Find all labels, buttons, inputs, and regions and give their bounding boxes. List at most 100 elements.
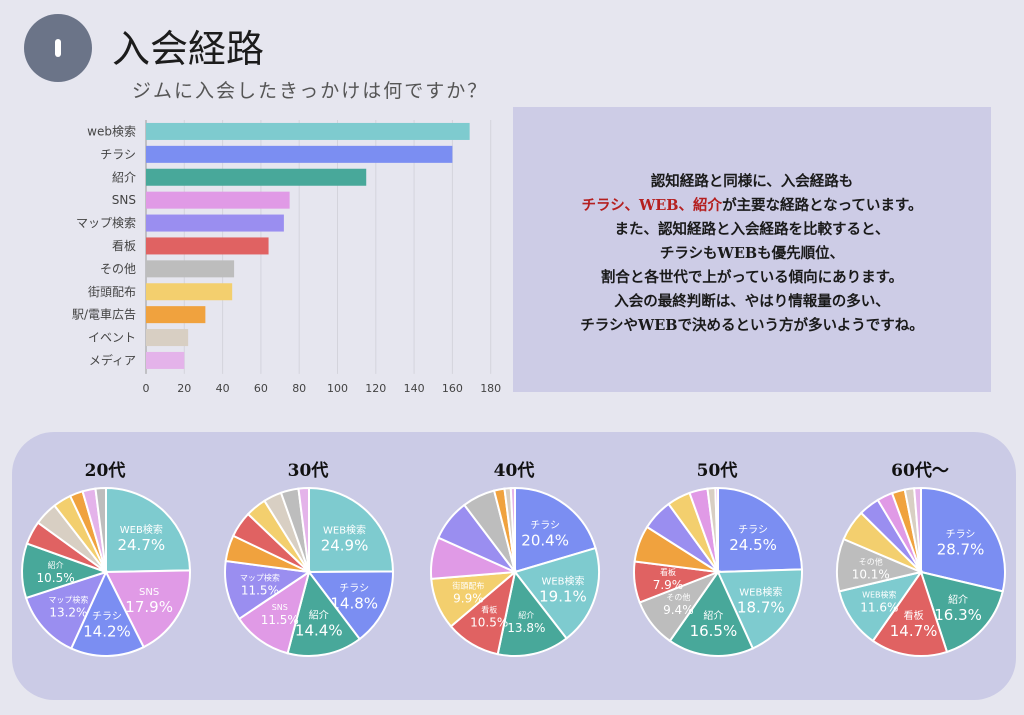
category-label: 街頭配布 <box>88 285 136 299</box>
x-tick-label: 40 <box>216 382 230 395</box>
pie-title-20s: 20代 <box>84 461 126 481</box>
bar <box>146 306 206 324</box>
pie-slice <box>514 486 597 574</box>
pie-slice <box>286 569 362 657</box>
slice-value: 7.9% <box>653 578 684 592</box>
slice-value: 11.5% <box>241 583 279 597</box>
slice-label: SNS <box>272 603 288 612</box>
bar <box>146 260 235 278</box>
note-line-1: 認知経路と同様に、入会経路も <box>650 172 854 190</box>
note-line-4: チラシもWEBも優先順位、 <box>659 244 845 262</box>
slice-label: WEB検索 <box>541 574 584 587</box>
slice-value: 14.7% <box>890 622 938 640</box>
slice-value: 13.8% <box>507 621 545 635</box>
pie-slice <box>913 486 922 573</box>
slice-value: 18.7% <box>737 599 785 617</box>
slice-value: 9.4% <box>663 603 694 617</box>
category-label: チラシ <box>100 147 136 161</box>
category-label: イベント <box>88 331 136 345</box>
slice-label: 紹介 <box>703 609 723 622</box>
x-tick-label: 180 <box>480 382 501 395</box>
pie-title-40s: 40代 <box>493 461 535 481</box>
slice-value: 24.7% <box>117 536 165 554</box>
note-line-7: チラシやWEBで決めるという方が多いようですね。 <box>580 316 924 334</box>
pie-title-30s: 30代 <box>287 461 329 481</box>
category-label: SNS <box>112 193 136 207</box>
bar <box>146 214 284 232</box>
x-tick-label: 80 <box>292 382 306 395</box>
slice-label: チラシ <box>530 520 560 532</box>
pie-slice <box>871 569 949 657</box>
pie-slice <box>513 546 600 640</box>
pie-chart-30s: WEB検索24.9%チラシ14.8%紹介14.4%SNS11.5%マップ検索11… <box>224 486 395 657</box>
x-tick-label: 0 <box>143 382 150 395</box>
page-title: 入会経路 <box>112 27 265 71</box>
x-tick-label: 20 <box>177 382 191 395</box>
x-tick-label: 140 <box>404 382 425 395</box>
slice-label: WEB検索 <box>323 523 366 536</box>
x-tick-label: 100 <box>327 382 348 395</box>
slice-label: チラシ <box>339 582 369 594</box>
slice-value: 17.9% <box>125 598 173 616</box>
slice-value: 9.9% <box>453 591 484 605</box>
pie-slice <box>838 570 924 643</box>
x-tick-label: 60 <box>254 382 268 395</box>
bar <box>146 351 185 369</box>
slice-label: 紹介 <box>948 593 968 606</box>
slice-label: 紹介 <box>309 608 329 621</box>
pie-slice <box>24 570 108 650</box>
slice-value: 14.2% <box>83 622 131 640</box>
pie-slice <box>308 486 395 574</box>
slice-value: 11.5% <box>261 613 299 627</box>
slice-value: 14.4% <box>295 621 343 639</box>
bar <box>146 283 233 301</box>
bar <box>146 237 269 255</box>
slice-value: 24.9% <box>321 536 369 554</box>
note-line-6: 入会の最終判断は、やはり情報量の多い、 <box>614 292 890 310</box>
slice-label: WEB検索 <box>120 523 163 536</box>
slice-value: 28.7% <box>937 541 985 559</box>
pie-slice <box>105 486 192 574</box>
slice-value: 16.3% <box>934 606 982 624</box>
pie-slice <box>509 486 516 573</box>
note-line-3: また、認知経路と入会経路を比較すると、 <box>614 220 890 238</box>
note-line-2-rest: が主要な経路となっています。 <box>722 196 923 214</box>
circle-badge-icon <box>24 14 92 82</box>
summary-note: 認知経路と同様に、入会経路も チラシ、WEB、紹介が主要な経路となっています。 … <box>513 107 991 392</box>
slice-value: 13.2% <box>49 606 87 620</box>
pie-slice <box>717 486 803 574</box>
slice-label: チラシ <box>738 524 768 536</box>
slice-label: その他 <box>859 557 883 567</box>
note-line-5: 割合と各世代で上がっている傾向にあります。 <box>600 268 904 286</box>
slice-label: WEB検索 <box>862 589 896 599</box>
category-label: メディア <box>89 352 136 367</box>
slice-value: 10.1% <box>852 568 890 582</box>
category-label: その他 <box>100 262 136 276</box>
slice-value: 24.5% <box>729 536 777 554</box>
slice-label: 看板 <box>660 567 676 577</box>
slice-value: 20.4% <box>521 532 569 550</box>
bar <box>146 329 189 347</box>
pie-slice <box>668 569 755 658</box>
slice-label: その他 <box>666 592 690 602</box>
pie-slice <box>920 486 1006 593</box>
category-label: web検索 <box>87 124 136 138</box>
age-pie-panel: 20代 WEB検索 24.7% SNS 17.9% チラシ 14.2% マップ検索 13.2%… <box>12 432 1016 700</box>
pie-slice <box>69 569 146 657</box>
pie-slice <box>94 486 107 573</box>
slice-value: 11.6% <box>860 600 898 614</box>
category-label: 紹介 <box>112 170 136 184</box>
slice-label: WEB検索 <box>739 586 782 599</box>
bar <box>146 191 290 209</box>
pie-title-60s: 60代〜 <box>891 461 949 481</box>
slice-label: SNS <box>139 587 159 598</box>
pie-slice <box>716 568 803 650</box>
slice-value: 10.5% <box>37 571 75 585</box>
bar <box>146 168 367 186</box>
bar <box>146 145 453 163</box>
slice-value: 16.5% <box>690 622 738 640</box>
slice-label: チラシ <box>92 610 122 622</box>
